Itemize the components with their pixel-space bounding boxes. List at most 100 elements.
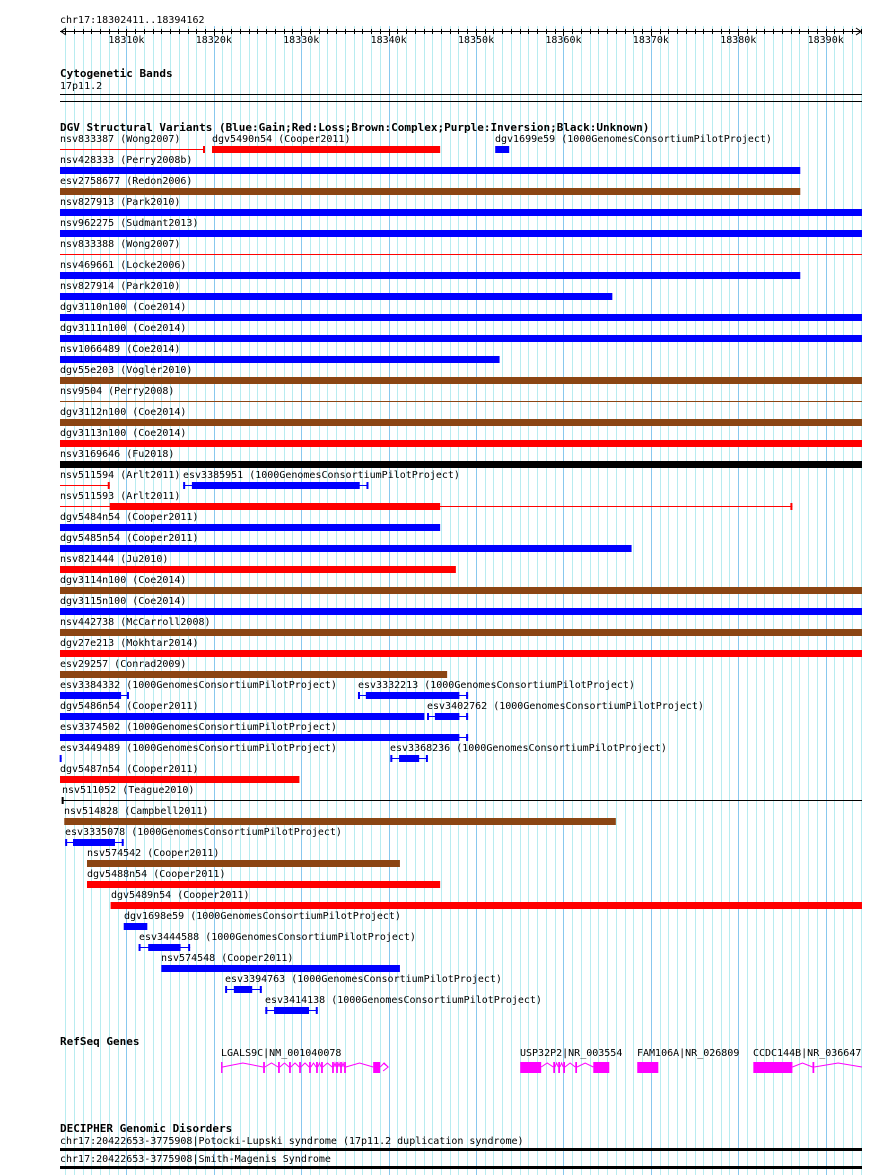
variant-label[interactable]: nsv514828 (Campbell2011) [64,806,209,817]
variant-label[interactable]: dgv3113n100 (Coe2014) [60,428,187,439]
variant-label[interactable]: dgv1698e59 (1000GenomesConsortiumPilotPr… [124,911,401,922]
variant-bar[interactable] [109,503,441,510]
variant-label[interactable]: esv3374502 (1000GenomesConsortiumPilotPr… [60,722,337,733]
variant-label[interactable]: dgv5490n54 (Cooper2011) [212,134,351,145]
variant-bar[interactable] [59,566,456,573]
gene-exon[interactable] [575,1062,578,1073]
gene-exon[interactable] [637,1062,659,1073]
arrow-left-icon[interactable] [60,27,67,36]
variant-label[interactable]: dgv3112n100 (Coe2014) [60,407,187,418]
variant-bar[interactable] [365,692,460,699]
variant-line[interactable] [59,485,110,486]
variant-label[interactable]: dgv3114n100 (Coe2014) [60,575,187,586]
variant-label[interactable]: nsv821444 (Ju2010) [60,554,169,565]
variant-bar[interactable] [59,167,801,174]
variant-bar[interactable] [59,608,862,615]
variant-label[interactable]: esv3385951 (1000GenomesConsortiumPilotPr… [183,470,460,481]
gene-label[interactable]: USP32P2|NR_003554 [520,1048,623,1059]
variant-bar[interactable] [59,314,862,321]
track-title-refseq[interactable]: RefSeq Genes [60,1035,140,1048]
variant-bar[interactable] [191,482,360,489]
variant-bar[interactable] [59,713,425,720]
variant-label[interactable]: esv3414138 (1000GenomesConsortiumPilotPr… [265,995,542,1006]
variant-label[interactable]: esv3394763 (1000GenomesConsortiumPilotPr… [225,974,502,985]
variant-bar[interactable] [161,965,400,972]
gene-intron-line[interactable] [222,1061,389,1068]
variant-label[interactable]: nsv511052 (Teague2010) [62,785,195,796]
variant-label[interactable]: dgv5488n54 (Cooper2011) [87,869,226,880]
variant-bar[interactable] [495,146,510,153]
gene-exon[interactable] [316,1062,318,1073]
variant-line[interactable] [59,401,862,402]
variant-label[interactable]: nsv833387 (Wong2007) [60,134,181,145]
variant-label[interactable]: nsv3169646 (Fu2018) [60,449,175,460]
variant-bar[interactable] [59,188,801,195]
variant-line[interactable] [59,254,862,255]
variant-label[interactable]: esv3449489 (1000GenomesConsortiumPilotPr… [60,743,337,754]
variant-label[interactable]: esv29257 (Conrad2009) [60,659,187,670]
variant-bar[interactable] [59,335,862,342]
variant-bar[interactable] [59,377,862,384]
variant-bar[interactable] [59,692,122,699]
variant-line[interactable] [61,800,862,801]
gene-exon[interactable] [332,1062,334,1073]
variant-bar[interactable] [59,419,862,426]
gene-exon[interactable] [373,1062,381,1073]
variant-label[interactable]: nsv1066489 (Coe2014) [60,344,181,355]
variant-label[interactable]: nsv9504 (Perry2008) [60,386,175,397]
variant-label[interactable]: esv3444588 (1000GenomesConsortiumPilotPr… [139,932,416,943]
gene-exon[interactable] [753,1062,793,1073]
variant-bar[interactable] [59,440,862,447]
variant-bar[interactable] [59,776,300,783]
variant-label[interactable]: dgv3111n100 (Coe2014) [60,323,187,334]
gene-intron-line[interactable] [792,1062,863,1068]
gene-exon[interactable] [553,1062,555,1073]
gene-exon[interactable] [221,1062,223,1073]
gene-exon[interactable] [278,1062,280,1073]
gene-exon[interactable] [340,1062,342,1073]
variant-bar[interactable] [59,650,862,657]
variant-bar[interactable] [59,545,632,552]
gene-exon[interactable] [344,1062,346,1073]
gene-exon[interactable] [299,1062,301,1073]
decipher-item-label[interactable]: chr17:20422653-3775908|Potocki-Lupski sy… [60,1136,524,1147]
variant-label[interactable]: dgv3110n100 (Coe2014) [60,302,187,313]
variant-bar[interactable] [59,461,862,468]
variant-bar[interactable] [434,713,460,720]
variant-bar[interactable] [233,986,253,993]
variant-label[interactable]: dgv55e203 (Vogler2010) [60,365,193,376]
gene-exon[interactable] [336,1062,338,1073]
variant-label[interactable]: nsv511593 (Arlt2011) [60,491,181,502]
gene-exon[interactable] [563,1062,565,1073]
track-title-cytogenetic-bands[interactable]: Cytogenetic Bands [60,67,173,80]
variant-label[interactable]: esv3332213 (1000GenomesConsortiumPilotPr… [358,680,635,691]
gene-label[interactable]: LGALS9C|NM_001040078 [221,1048,342,1059]
gene-exon[interactable] [263,1062,265,1073]
variant-label[interactable]: dgv5489n54 (Cooper2011) [111,890,250,901]
variant-bar[interactable] [87,881,441,888]
variant-label[interactable]: dgv5485n54 (Cooper2011) [60,533,199,544]
decipher-feature-bar[interactable] [60,1166,862,1169]
variant-label[interactable]: esv2758677 (Redon2006) [60,176,193,187]
gene-exon[interactable] [289,1062,291,1073]
gene-exon[interactable] [593,1062,610,1073]
variant-bar[interactable] [87,860,400,867]
variant-label[interactable]: nsv469661 (Locke2006) [60,260,187,271]
variant-label[interactable]: dgv5487n54 (Cooper2011) [60,764,199,775]
gene-exon[interactable] [309,1062,311,1073]
variant-bar[interactable] [399,755,420,762]
variant-label[interactable]: nsv428333 (Perry2008b) [60,155,193,166]
variant-bar[interactable] [59,293,613,300]
gene-exon[interactable] [520,1062,542,1073]
variant-label[interactable]: dgv5484n54 (Cooper2011) [60,512,199,523]
gene-exon[interactable] [812,1062,815,1073]
track-title-decipher[interactable]: DECIPHER Genomic Disorders [60,1122,233,1135]
variant-bar[interactable] [64,818,616,825]
variant-label[interactable]: nsv511594 (Arlt2011) [60,470,181,481]
decipher-item-label[interactable]: chr17:20422653-3775908|Smith-Magenis Syn… [60,1154,331,1165]
gene-label[interactable]: CCDC144B|NR_036647 [753,1048,862,1059]
variant-label[interactable]: nsv827914 (Park2010) [60,281,181,292]
variant-bar[interactable] [110,902,862,909]
variant-label[interactable]: esv3402762 (1000GenomesConsortiumPilotPr… [427,701,704,712]
variant-bar[interactable] [59,272,801,279]
